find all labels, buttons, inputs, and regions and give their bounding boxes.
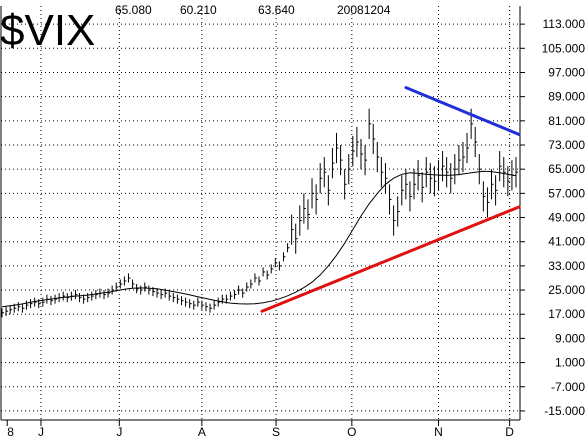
- x-tick-label: N: [434, 425, 443, 439]
- x-tick-label: 8: [7, 425, 14, 439]
- header-date: 20081204: [337, 3, 391, 17]
- chart-symbol-title: $VIX: [0, 6, 95, 55]
- y-tick-label: 17.000: [548, 307, 585, 321]
- y-tick-label: -15.000: [544, 404, 585, 418]
- y-axis-ticks: 113.000 105.000 97.000 89.000 81.000 73.000 65…: [520, 17, 585, 418]
- lower-support-trendline: [260, 205, 521, 313]
- y-tick-label: 73.000: [548, 138, 585, 152]
- y-tick-label: 41.000: [548, 235, 585, 249]
- price-bars-series: [1, 108, 518, 318]
- y-tick-label: 49.000: [548, 211, 585, 225]
- x-axis-ticks: 8 J J A S O N D: [6, 420, 514, 439]
- y-tick-label: 25.000: [548, 283, 585, 297]
- header-value-3: 63.640: [258, 3, 295, 17]
- y-tick-label: 1.000: [555, 356, 585, 370]
- y-tick-label: 97.000: [548, 65, 585, 79]
- y-tick-label: 57.000: [548, 186, 585, 200]
- y-tick-label: 113.000: [543, 17, 586, 31]
- upper-resistance-trendline: [404, 86, 521, 136]
- x-tick-label: D: [505, 425, 514, 439]
- y-tick-label: -7.000: [551, 380, 585, 394]
- x-tick-label: J: [116, 425, 122, 439]
- y-tick-label: 9.000: [555, 331, 585, 345]
- trendlines: [260, 86, 521, 313]
- x-tick-label: O: [347, 425, 356, 439]
- x-tick-label: J: [38, 425, 44, 439]
- y-tick-label: 89.000: [548, 90, 585, 104]
- y-tick-label: 81.000: [548, 114, 585, 128]
- y-tick-label: 65.000: [548, 162, 585, 176]
- y-tick-label: 105.000: [542, 41, 586, 55]
- header-value-1: 65.080: [115, 3, 152, 17]
- header-value-2: 60.210: [180, 3, 217, 17]
- y-tick-label: 33.000: [548, 259, 585, 273]
- x-tick-label: S: [272, 425, 280, 439]
- x-tick-label: A: [198, 425, 206, 439]
